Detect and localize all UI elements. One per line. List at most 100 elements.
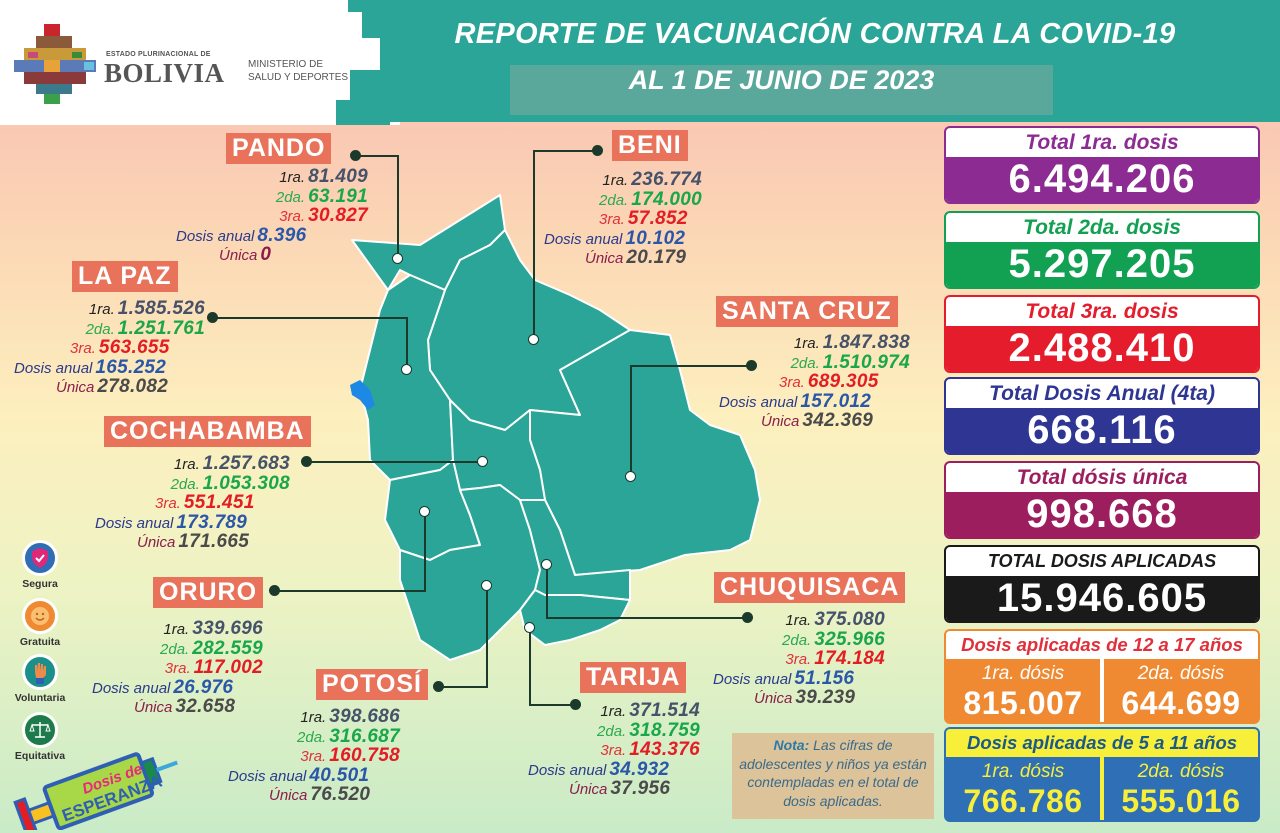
total-value: 2.488.410 — [946, 326, 1258, 371]
label-unica: Única — [219, 247, 258, 264]
oruro-connector-line — [274, 590, 426, 592]
label-anual: Dosis anual — [176, 227, 255, 245]
lake-titicaca — [350, 380, 375, 410]
chuquisaca-connector-dot — [742, 612, 753, 623]
tarija-connector-dot — [570, 699, 581, 710]
santa-cruz-map-point — [625, 471, 636, 482]
value-unica: 342.369 — [802, 410, 874, 431]
value-1ra: 398.686 — [329, 706, 400, 727]
label-2da: 2da. — [275, 188, 306, 206]
total-value: 5.297.205 — [946, 242, 1258, 287]
value-unica: 39.239 — [795, 687, 856, 708]
age-col-1ra: 1ra. dósis 815.007 — [946, 659, 1100, 722]
la-paz-map-point — [401, 364, 412, 375]
age-dose-label: 2da. dósis — [1137, 761, 1225, 782]
value-unica: 278.082 — [97, 376, 169, 397]
age-dose-value: 555.016 — [1121, 783, 1241, 819]
side-icon-label: Equitativa — [14, 750, 66, 762]
label-unica: Única — [137, 534, 176, 551]
dept-tag-la-paz: LA PAZ — [72, 261, 178, 292]
ministry-line-2: SALUD Y DEPORTES — [248, 72, 349, 83]
age-dose-value: 815.007 — [963, 685, 1083, 721]
pando-map-point — [392, 253, 403, 264]
value-1ra: 1.847.838 — [822, 332, 910, 353]
value-2da: 1.053.308 — [202, 472, 290, 494]
chuquisaca-connector-line — [546, 617, 744, 619]
value-3ra: 689.305 — [807, 371, 879, 392]
cochabamba-connector-line — [306, 461, 484, 463]
dept-stats-potosi: 1ra. 398.686 2da. 316.687 3ra. 160.758 Dosi… — [225, 706, 400, 805]
value-anual: 165.252 — [95, 356, 167, 378]
page-subtitle: AL 1 DE JUNIO DE 2023 — [628, 65, 935, 95]
total-label: Total dósis única — [1016, 466, 1188, 489]
value-1ra: 1.585.526 — [117, 298, 205, 319]
label-1ra: 1ra. — [785, 612, 812, 629]
chuquisaca-map-point — [541, 559, 552, 570]
label-2da: 2da. — [160, 640, 190, 658]
age-card-5-11: Dosis aplicadas de 5 a 11 años 1ra. dósi… — [944, 727, 1260, 822]
value-3ra: 551.451 — [183, 492, 255, 513]
total-card-unica: Total dósis única 998.668 — [944, 461, 1260, 539]
value-3ra: 30.827 — [308, 205, 368, 226]
label-3ra: 3ra. — [785, 651, 812, 668]
value-2da: 282.559 — [192, 637, 263, 659]
total-label: Total 2da. dosis — [1023, 216, 1181, 239]
total-value: 15.946.605 — [946, 576, 1258, 621]
label-anual: Dosis anual — [14, 359, 93, 377]
label-2da: 2da. — [599, 191, 629, 209]
shield-check-icon — [22, 540, 58, 576]
label-1ra: 1ra. — [602, 172, 629, 189]
tarija-connector-line — [529, 632, 531, 706]
age-card-title: Dosis aplicadas de 12 a 17 años — [946, 631, 1258, 659]
value-anual: 10.102 — [625, 227, 686, 249]
total-label: Total 1ra. dosis — [1025, 131, 1179, 154]
label-anual: Dosis anual — [92, 679, 171, 697]
dept-tag-santa-cruz: SANTA CRUZ — [716, 296, 898, 327]
value-1ra: 339.696 — [192, 618, 263, 639]
side-icon-label: Gratuita — [19, 636, 61, 648]
total-label: Total Dosis Anual (4ta) — [989, 382, 1215, 405]
label-1ra: 1ra. — [163, 621, 190, 638]
value-1ra: 371.514 — [629, 700, 700, 721]
label-3ra: 3ra. — [164, 660, 191, 677]
label-1ra: 1ra. — [88, 301, 115, 318]
value-anual: 26.976 — [173, 676, 234, 698]
label-anual: Dosis anual — [713, 670, 792, 688]
value-unica: 76.520 — [310, 784, 371, 805]
bolivia-emblem-icon — [14, 24, 96, 104]
oruro-map-point — [419, 506, 430, 517]
potosi-connector-line — [438, 686, 488, 688]
total-card-anual: Total Dosis Anual (4ta) 668.116 — [944, 377, 1260, 455]
value-2da: 316.687 — [329, 725, 400, 747]
nota-box: Nota: Las cifras de adolescentes y niños… — [732, 733, 934, 819]
label-3ra: 3ra. — [600, 742, 627, 759]
santa-cruz-connector-line — [630, 365, 748, 367]
total-value: 6.494.206 — [946, 157, 1258, 202]
label-3ra: 3ra. — [779, 374, 805, 391]
label-1ra: 1ra. — [173, 456, 200, 473]
scales-icon — [22, 712, 58, 748]
value-3ra: 57.852 — [627, 208, 688, 229]
total-card-1ra: Total 1ra. dosis 6.494.206 — [944, 126, 1260, 204]
nota-text: Las cifras de adolescentes y niños ya es… — [739, 737, 927, 809]
dept-stats-cochabamba: 1ra. 1.257.683 2da. 1.053.308 3ra. 551.451 … — [95, 453, 290, 552]
dept-tag-pando: PANDO — [226, 133, 332, 164]
dept-stats-santa-cruz: 1ra. 1.847.838 2da. 1.510.974 3ra. 689.305 … — [715, 332, 910, 431]
header-step-decoration — [362, 0, 392, 38]
label-2da: 2da. — [782, 631, 812, 649]
value-anual: 51.156 — [794, 667, 855, 689]
santa-cruz-connector-dot — [746, 360, 757, 371]
label-2da: 2da. — [85, 320, 115, 338]
value-unica: 0 — [260, 244, 272, 265]
age-card-title: Dosis aplicadas de 5 a 11 años — [946, 729, 1258, 757]
label-2da: 2da. — [597, 722, 627, 740]
beni-connector-dot — [592, 145, 603, 156]
value-unica: 32.658 — [175, 696, 236, 717]
label-2da: 2da. — [170, 475, 200, 493]
value-2da: 1.251.761 — [117, 317, 205, 339]
age-dose-label: 1ra. dósis — [981, 761, 1065, 782]
value-3ra: 174.184 — [814, 648, 885, 669]
label-1ra: 1ra. — [600, 703, 627, 720]
label-unica: Única — [134, 699, 173, 716]
dept-stats-beni: 1ra. 236.774 2da. 174.000 3ra. 57.852 Dosis… — [530, 169, 710, 268]
